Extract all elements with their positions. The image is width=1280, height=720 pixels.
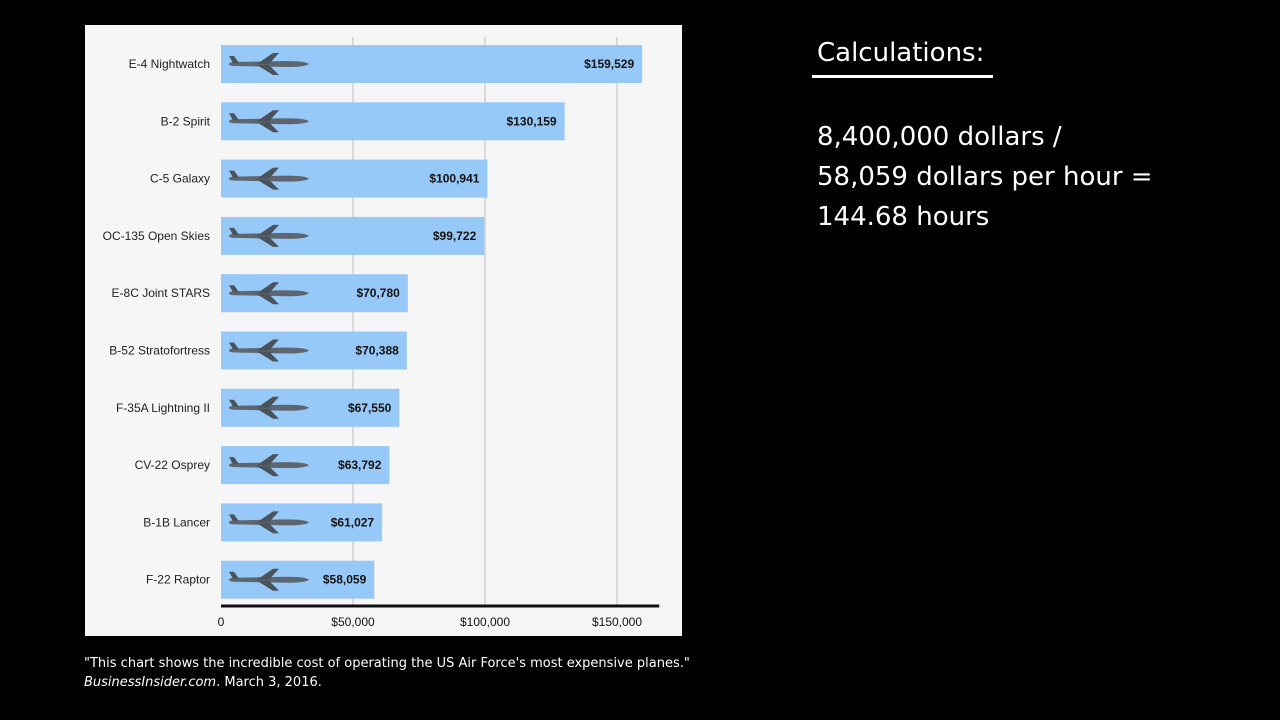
b1b-plane-icon — [229, 511, 309, 534]
value-label: $58,059 — [323, 573, 367, 587]
f35-plane-icon — [229, 396, 309, 419]
bar-row: B-1B Lancer $61,027 — [143, 503, 383, 542]
category-label: E-4 Nightwatch — [129, 57, 210, 71]
bar-row: E-8C Joint STARS $70,780 — [112, 274, 408, 313]
bar-row: B-2 Spirit $130,159 — [161, 102, 565, 141]
category-label: E-8C Joint STARS — [112, 286, 210, 300]
e8c-plane-icon — [229, 282, 309, 305]
category-label: B-2 Spirit — [161, 114, 211, 128]
x-tick-label: 0 — [218, 615, 225, 629]
category-label: CV-22 Osprey — [135, 458, 210, 472]
bar-chart: E-4 Nightwatch $159,529 B-2 Spirit $130,159… — [103, 37, 660, 629]
f22-plane-icon — [229, 568, 309, 591]
bar-row: CV-22 Osprey $63,792 — [135, 446, 390, 485]
bar-row: F-22 Raptor $58,059 — [146, 560, 375, 599]
c5-plane-icon — [229, 167, 309, 190]
x-tick-label: $150,000 — [592, 615, 642, 629]
category-label: B-52 Stratofortress — [109, 344, 210, 358]
calculation-line: 58,059 dollars per hour = — [817, 162, 1153, 192]
value-label: $70,388 — [355, 344, 399, 358]
bar-row: B-52 Stratofortress $70,388 — [109, 331, 407, 370]
e4-plane-icon — [229, 53, 309, 75]
category-label: C-5 Galaxy — [150, 172, 210, 186]
bar-row: F-35A Lightning II $67,550 — [116, 388, 400, 427]
b52-plane-icon — [229, 339, 309, 362]
oc135-plane-icon — [229, 224, 309, 247]
x-tick-label: $100,000 — [460, 615, 510, 629]
value-label: $61,027 — [331, 515, 375, 529]
bar-chart-panel: E-4 Nightwatch $159,529 B-2 Spirit $130,159… — [85, 25, 682, 636]
chart-caption: "This chart shows the incredible cost of… — [84, 654, 690, 692]
bar-row: E-4 Nightwatch $159,529 — [129, 45, 643, 83]
value-label: $159,529 — [584, 57, 634, 71]
cv22-plane-icon — [229, 454, 309, 477]
calculation-line: 8,400,000 dollars / — [817, 122, 1062, 152]
x-tick-label: $50,000 — [331, 615, 375, 629]
calculations-body: 8,400,000 dollars / 58,059 dollars per h… — [817, 117, 1153, 237]
value-label: $130,159 — [507, 114, 557, 128]
b2-plane-icon — [229, 110, 309, 133]
caption-date: . March 3, 2016. — [216, 675, 322, 690]
caption-source: BusinessInsider.com — [84, 675, 217, 690]
caption-source-line: BusinessInsider.com. March 3, 2016. — [84, 673, 690, 692]
value-label: $100,941 — [429, 172, 479, 186]
category-label: B-1B Lancer — [143, 515, 210, 529]
caption-quote: "This chart shows the incredible cost of… — [84, 656, 690, 671]
category-label: F-35A Lightning II — [116, 401, 210, 415]
value-label: $70,780 — [356, 286, 400, 300]
bar-row: OC-135 Open Skies $99,722 — [103, 216, 485, 255]
value-label: $63,792 — [338, 458, 382, 472]
calculations-title: Calculations: — [817, 38, 985, 68]
calculations-underline — [812, 75, 993, 78]
category-label: OC-135 Open Skies — [103, 229, 210, 243]
category-label: F-22 Raptor — [146, 573, 210, 587]
value-label: $99,722 — [433, 229, 477, 243]
bar-row: C-5 Galaxy $100,941 — [150, 159, 488, 198]
calculation-line: 144.68 hours — [817, 202, 990, 232]
value-label: $67,550 — [348, 401, 392, 415]
